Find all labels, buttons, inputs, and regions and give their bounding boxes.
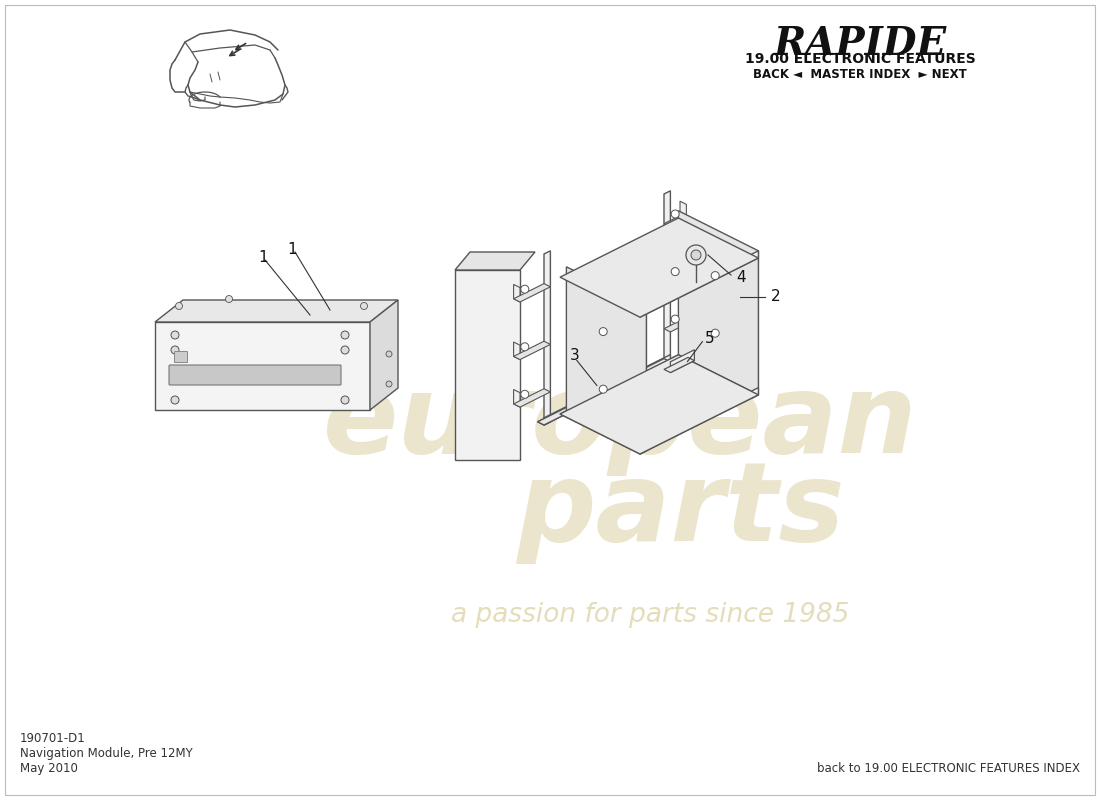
Polygon shape <box>640 387 758 454</box>
Text: 19.00 ELECTRONIC FEATURES: 19.00 ELECTRONIC FEATURES <box>745 52 976 66</box>
Circle shape <box>341 331 349 339</box>
Polygon shape <box>514 390 520 407</box>
Circle shape <box>671 267 679 275</box>
Polygon shape <box>679 210 758 394</box>
Circle shape <box>671 315 679 323</box>
Text: 1: 1 <box>258 250 267 265</box>
Text: européan: européan <box>322 365 917 475</box>
Circle shape <box>712 330 719 338</box>
Circle shape <box>170 331 179 339</box>
Circle shape <box>520 286 529 293</box>
Polygon shape <box>640 306 647 454</box>
Polygon shape <box>455 252 535 270</box>
Polygon shape <box>370 300 398 410</box>
Text: parts: parts <box>516 457 845 563</box>
Text: 2: 2 <box>770 290 780 304</box>
Circle shape <box>341 396 349 404</box>
Polygon shape <box>680 258 686 276</box>
Text: 1: 1 <box>287 242 297 258</box>
Text: BACK ◄  MASTER INDEX  ► NEXT: BACK ◄ MASTER INDEX ► NEXT <box>754 68 967 81</box>
Circle shape <box>361 302 367 310</box>
Text: a passion for parts since 1985: a passion for parts since 1985 <box>451 602 849 628</box>
Polygon shape <box>544 354 670 425</box>
Circle shape <box>600 327 607 336</box>
Polygon shape <box>672 354 758 398</box>
Polygon shape <box>155 322 370 410</box>
FancyBboxPatch shape <box>175 351 187 362</box>
Polygon shape <box>658 358 670 365</box>
FancyBboxPatch shape <box>169 365 341 385</box>
Text: 4: 4 <box>736 270 746 285</box>
Circle shape <box>520 390 529 398</box>
Polygon shape <box>560 218 758 317</box>
Text: Navigation Module, Pre 12MY: Navigation Module, Pre 12MY <box>20 747 192 760</box>
Polygon shape <box>664 321 686 332</box>
Circle shape <box>691 250 701 260</box>
Circle shape <box>341 346 349 354</box>
Polygon shape <box>155 300 398 322</box>
Polygon shape <box>560 411 647 454</box>
Text: May 2010: May 2010 <box>20 762 78 775</box>
Text: 5: 5 <box>704 331 714 346</box>
Text: RAPIDE: RAPIDE <box>773 25 947 63</box>
Polygon shape <box>514 342 520 360</box>
Circle shape <box>671 210 679 218</box>
Circle shape <box>386 351 392 357</box>
Circle shape <box>686 245 706 265</box>
Polygon shape <box>538 418 550 425</box>
Circle shape <box>226 295 232 302</box>
Text: back to 19.00 ELECTRONIC FEATURES INDEX: back to 19.00 ELECTRONIC FEATURES INDEX <box>817 762 1080 775</box>
Polygon shape <box>538 358 670 425</box>
Polygon shape <box>664 190 670 365</box>
Polygon shape <box>664 215 686 227</box>
Polygon shape <box>455 270 520 460</box>
Circle shape <box>176 302 183 310</box>
Circle shape <box>600 385 607 393</box>
Polygon shape <box>514 284 520 302</box>
Polygon shape <box>560 354 758 454</box>
Circle shape <box>170 396 179 404</box>
Circle shape <box>386 381 392 387</box>
Polygon shape <box>514 389 550 407</box>
Polygon shape <box>680 201 686 218</box>
Polygon shape <box>680 306 686 324</box>
Polygon shape <box>514 284 550 302</box>
Polygon shape <box>664 273 686 284</box>
Polygon shape <box>752 250 758 398</box>
Polygon shape <box>514 341 550 360</box>
Circle shape <box>170 346 179 354</box>
Polygon shape <box>664 358 694 373</box>
Circle shape <box>712 272 719 280</box>
Circle shape <box>520 342 529 350</box>
Text: 3: 3 <box>570 348 580 363</box>
Polygon shape <box>640 250 758 317</box>
Text: 190701-D1: 190701-D1 <box>20 732 86 745</box>
Polygon shape <box>544 250 550 425</box>
Polygon shape <box>670 350 694 373</box>
Polygon shape <box>566 266 647 451</box>
